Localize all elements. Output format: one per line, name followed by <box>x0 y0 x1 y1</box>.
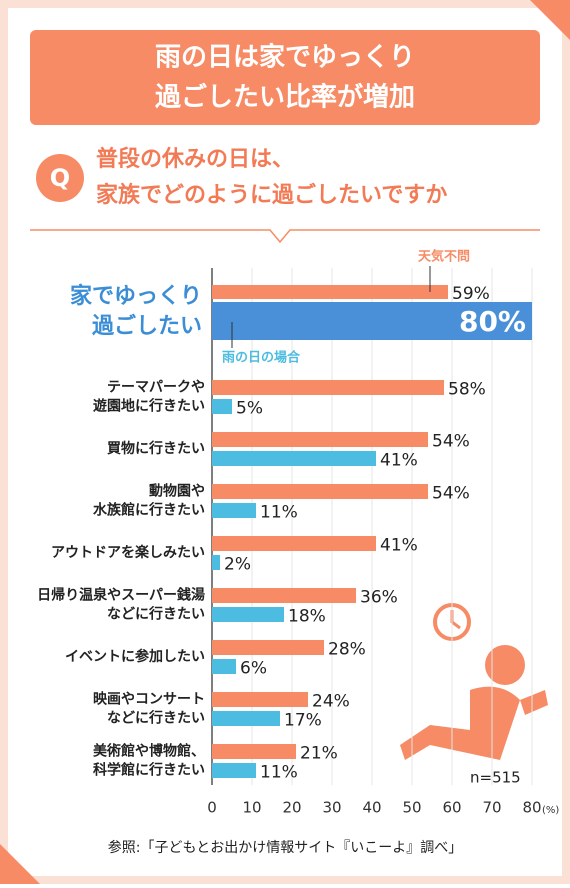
bar <box>212 536 376 551</box>
title: 雨の日は家でゆっくり <box>155 42 415 73</box>
x-axis-label: (%) <box>542 805 559 816</box>
value-label: 11% <box>260 763 298 783</box>
value-label: 41% <box>380 451 418 471</box>
value-label: 6% <box>240 659 267 679</box>
bar <box>212 607 284 622</box>
x-tick-label: 80 <box>522 799 541 817</box>
legend-label: 天気不問 <box>418 249 470 265</box>
value-label: 28% <box>328 640 366 660</box>
category-label: 動物園や <box>149 483 205 500</box>
bar <box>212 692 308 707</box>
bar <box>212 711 280 726</box>
value-label: 54% <box>432 432 470 452</box>
value-label: 54% <box>432 484 470 504</box>
bar <box>212 555 220 570</box>
value-label: 2% <box>224 555 251 575</box>
x-tick-label: 60 <box>442 799 461 817</box>
category-label: などに行きたい <box>107 710 205 727</box>
legend-label: 雨の日の場合 <box>222 350 301 366</box>
title-box <box>30 30 540 125</box>
bar <box>212 380 444 395</box>
value-label: 80% <box>459 305 526 338</box>
value-label: 24% <box>312 692 350 712</box>
bar <box>212 432 428 447</box>
value-label: 59% <box>452 284 490 304</box>
x-tick-label: 0 <box>207 799 217 817</box>
bar <box>212 484 428 499</box>
category-label: 買物に行きたい <box>107 440 205 457</box>
title: 過ごしたい比率が増加 <box>155 82 415 113</box>
category-label: 美術館や博物館、 <box>93 743 205 760</box>
x-tick-label: 40 <box>362 799 381 817</box>
category-label: 日帰り温泉やスーパー銭湯 <box>37 587 205 604</box>
category-label: 映画やコンサート <box>93 692 205 708</box>
value-label: 11% <box>260 503 298 523</box>
value-label: 5% <box>236 399 263 419</box>
bar <box>212 503 256 518</box>
bar <box>212 744 296 759</box>
bar <box>212 640 324 655</box>
category-label: 過ごしたい <box>92 313 202 339</box>
x-tick-label: 10 <box>242 799 261 817</box>
category-label: 水族館に行きたい <box>93 502 205 519</box>
bar <box>212 285 448 299</box>
bar <box>212 302 532 340</box>
category-label: テーマパークや <box>107 380 205 396</box>
value-label: 17% <box>284 711 322 731</box>
bar <box>212 451 376 466</box>
category-label: 科学館に行きたい <box>93 762 205 779</box>
bar <box>212 399 232 414</box>
divider <box>30 229 540 244</box>
x-tick-label: 50 <box>402 799 421 817</box>
source: 参照:「子どもとお出かけ情報サイト『いこーよ』調べ」 <box>108 839 462 856</box>
subtitle: 普段の休みの日は、 <box>96 146 294 172</box>
q-circle <box>36 154 84 202</box>
corner <box>0 844 40 884</box>
x-tick-label: 20 <box>282 799 301 817</box>
subtitle: 家族でどのように過ごしたいですか <box>96 182 447 208</box>
category-label: 遊園地に行きたい <box>93 398 205 415</box>
value-label: 41% <box>380 536 418 556</box>
category-label: イベントに参加したい <box>65 648 205 665</box>
bar <box>212 763 256 778</box>
bar <box>212 588 356 603</box>
category-label: などに行きたい <box>107 606 205 623</box>
category-label: アウトドアを楽しみたい <box>51 544 205 561</box>
note: n=515 <box>470 769 521 787</box>
value-label: 58% <box>448 380 486 400</box>
category-label: 家でゆっくり <box>70 283 202 309</box>
x-tick-label: 70 <box>482 799 501 817</box>
q-mark: Q <box>50 164 70 192</box>
value-label: 36% <box>360 588 398 608</box>
x-tick-label: 30 <box>322 799 341 817</box>
value-label: 21% <box>300 744 338 764</box>
bar <box>212 659 236 674</box>
value-label: 18% <box>288 607 326 627</box>
person-figure <box>400 645 548 760</box>
corner <box>530 0 570 40</box>
